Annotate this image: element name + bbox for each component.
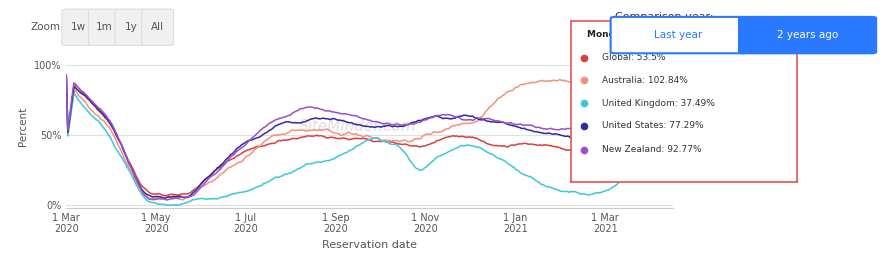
Text: 1y: 1y bbox=[125, 22, 137, 32]
X-axis label: Reservation date: Reservation date bbox=[322, 240, 417, 250]
Text: 1m: 1m bbox=[96, 22, 112, 32]
Text: New Zealand: 92.77%: New Zealand: 92.77% bbox=[603, 145, 702, 154]
Text: Zoom: Zoom bbox=[31, 22, 61, 32]
Text: United Kingdom: 37.49%: United Kingdom: 37.49% bbox=[603, 99, 715, 108]
Text: 2 years ago: 2 years ago bbox=[777, 30, 838, 40]
Text: United States: 77.29%: United States: 77.29% bbox=[603, 121, 704, 130]
Text: Comparison year:: Comparison year: bbox=[615, 12, 713, 22]
Text: All: All bbox=[151, 22, 164, 32]
Y-axis label: Percent: Percent bbox=[19, 107, 28, 146]
Text: 1w: 1w bbox=[70, 22, 86, 32]
Text: Last year: Last year bbox=[654, 30, 703, 40]
Text: SiteMinder.com: SiteMinder.com bbox=[298, 119, 416, 134]
Text: Australia: 102.84%: Australia: 102.84% bbox=[603, 76, 689, 85]
Text: Global: 53.5%: Global: 53.5% bbox=[603, 53, 666, 62]
Text: Monday, Apr 12, 2021: Monday, Apr 12, 2021 bbox=[587, 30, 697, 40]
